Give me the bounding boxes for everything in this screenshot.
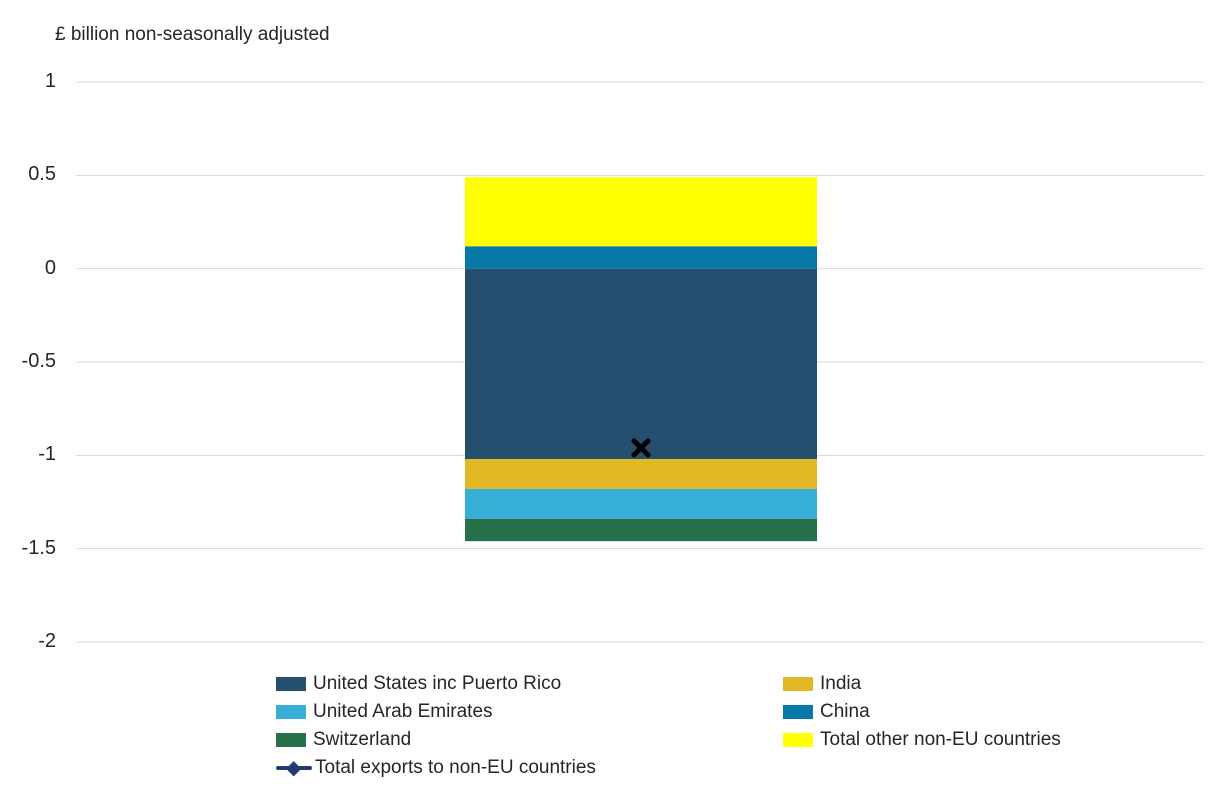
legend-label: United States inc Puerto Rico [313, 673, 562, 694]
bar-segment-india [465, 459, 817, 489]
legend-swatch [276, 677, 306, 691]
total-marker-layer [631, 438, 651, 458]
legend-swatch [783, 677, 813, 691]
bar-segment-switzerland [465, 518, 817, 542]
legend-item-uae: United Arab Emirates [276, 701, 493, 723]
y-tick-label: 1 [44, 70, 56, 92]
legend-item-other-non-eu: Total other non-EU countries [783, 729, 1061, 751]
total-exports-marker [631, 438, 651, 458]
bar-segment-total-other-non-eu-countries [465, 177, 817, 247]
legend-item-total-exports: ◆ Total exports to non-EU countries [276, 757, 596, 779]
legend-swatch [276, 705, 306, 719]
legend-item-united-states: United States inc Puerto Rico [276, 673, 561, 695]
y-tick-label: -1 [38, 443, 56, 466]
legend-line-marker-icon: ◆ [276, 758, 312, 778]
legend-label: India [820, 673, 862, 694]
legend-label: China [820, 701, 870, 722]
stacked-bar [465, 177, 817, 542]
y-tick-label: 0.5 [28, 163, 56, 186]
y-axis-label: £ billion non-seasonally adjusted [55, 24, 330, 45]
bar-segment-united-arab-emirates [465, 488, 817, 519]
y-tick-label: -1.5 [21, 536, 56, 559]
y-tick-label: -0.5 [21, 350, 56, 372]
legend-label: Switzerland [313, 729, 412, 750]
y-tick-label: 0 [44, 256, 56, 279]
y-tick-label: -2 [38, 630, 56, 652]
legend-label: United Arab Emirates [313, 701, 493, 722]
legend-label: Total other non-EU countries [820, 729, 1061, 750]
legend-swatch [276, 733, 306, 747]
legend-swatch [783, 733, 813, 747]
legend-item-india: India [783, 673, 861, 695]
legend-item-china: China [783, 701, 870, 723]
legend-swatch [783, 705, 813, 719]
bar-segment-united-states-inc-puerto-rico [465, 268, 817, 460]
legend-item-switzerland: Switzerland [276, 729, 411, 751]
bar-segment-china [465, 246, 817, 269]
legend-label: Total exports to non-EU countries [315, 757, 596, 778]
